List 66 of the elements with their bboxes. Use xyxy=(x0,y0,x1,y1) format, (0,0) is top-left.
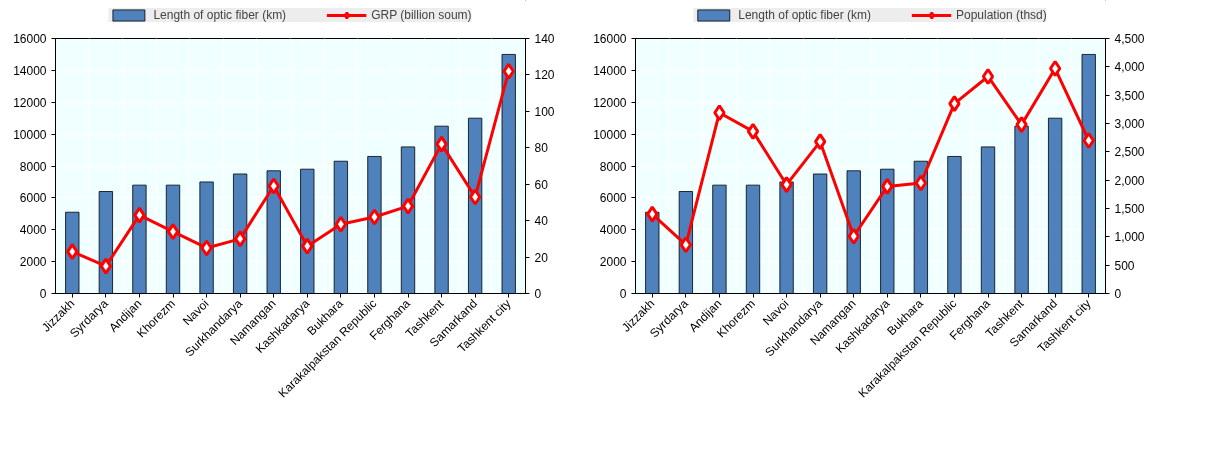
y2-tick-label: 40 xyxy=(534,214,549,229)
point xyxy=(679,236,693,254)
point xyxy=(267,177,280,195)
point xyxy=(301,237,314,255)
y-tick-label: 6000 xyxy=(599,191,627,206)
point xyxy=(502,62,515,80)
y2-tick-label: 60 xyxy=(534,177,549,192)
legend-label: GRP (billion soum) xyxy=(371,8,472,22)
point xyxy=(166,223,180,241)
point xyxy=(713,104,726,122)
y-tick-label: 14000 xyxy=(593,63,627,78)
y-tick-label: 14000 xyxy=(13,63,47,78)
point xyxy=(981,67,995,85)
y-tick-label: 8000 xyxy=(19,159,47,174)
point xyxy=(746,122,760,140)
y-tick-label: 4000 xyxy=(19,223,47,238)
y2-tick-label: 140 xyxy=(534,32,555,46)
point xyxy=(1048,60,1062,78)
y-tick-label: 6000 xyxy=(19,191,47,206)
legend-label: Length of optic fiber (km) xyxy=(153,8,287,22)
y2-tick-label: 120 xyxy=(534,68,555,83)
y-tick-label: 4000 xyxy=(599,223,627,238)
y2-tick-label: 4,000 xyxy=(1114,60,1145,75)
y-tick-label: 2000 xyxy=(19,255,47,270)
y2-tick-label: 4,500 xyxy=(1114,32,1145,46)
y2-tick-label: 1,500 xyxy=(1114,202,1145,216)
y-tick-label: 2000 xyxy=(599,255,627,270)
y-tick-label: 0 xyxy=(619,287,627,301)
point xyxy=(948,95,961,113)
point xyxy=(1082,132,1095,149)
y-tick-label: 16000 xyxy=(13,32,47,46)
point xyxy=(435,135,448,153)
y2-tick-label: 3,000 xyxy=(1114,117,1145,131)
point xyxy=(200,239,213,257)
y2-tick-label: 2,000 xyxy=(1114,173,1145,188)
y2-tick-label: 0 xyxy=(1114,287,1122,301)
point xyxy=(368,208,381,226)
legend-label: Length of optic fiber (km) xyxy=(738,8,871,22)
point xyxy=(881,177,894,195)
y-tick-label: 12000 xyxy=(593,95,627,110)
y2-tick-label: 20 xyxy=(534,250,549,265)
point xyxy=(813,133,827,151)
point xyxy=(646,205,659,223)
point xyxy=(334,215,348,233)
legend-label: Population (thsd) xyxy=(956,8,1047,22)
point xyxy=(780,176,793,194)
y-tick-label: 8000 xyxy=(599,159,627,174)
y2-tick-label: 2,500 xyxy=(1114,145,1145,160)
y2-tick-label: 0 xyxy=(534,287,542,301)
point xyxy=(914,174,928,192)
y2-tick-label: 3,500 xyxy=(1114,88,1145,103)
point xyxy=(468,188,482,206)
y2-tick-label: 500 xyxy=(1114,258,1135,273)
y-tick-label: 0 xyxy=(39,287,47,301)
point xyxy=(401,197,415,215)
y-tick-label: 12000 xyxy=(13,95,47,110)
y2-tick-label: 100 xyxy=(534,104,555,119)
point xyxy=(233,230,247,248)
y-tick-label: 10000 xyxy=(13,127,47,142)
point xyxy=(847,227,860,245)
point xyxy=(1015,116,1028,134)
y-tick-label: 10000 xyxy=(593,127,627,142)
y2-tick-label: 1,000 xyxy=(1114,230,1145,245)
point xyxy=(99,257,113,275)
y2-tick-label: 80 xyxy=(534,141,549,156)
y-tick-label: 16000 xyxy=(593,32,627,46)
